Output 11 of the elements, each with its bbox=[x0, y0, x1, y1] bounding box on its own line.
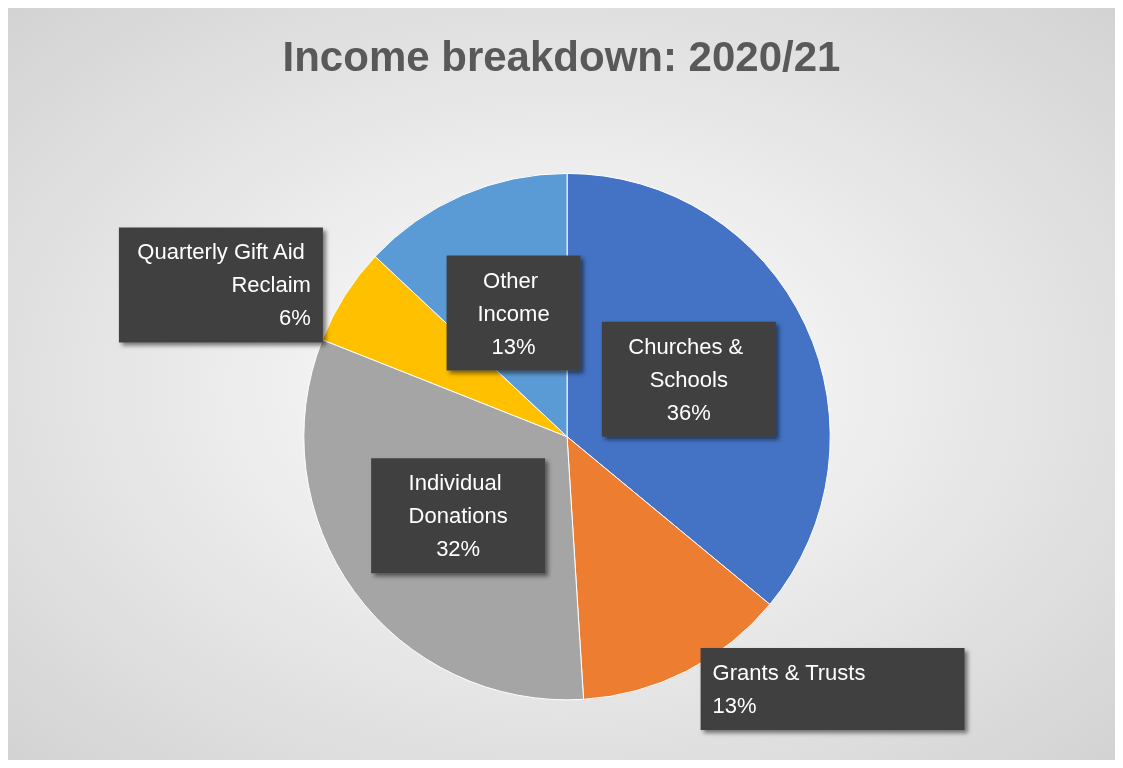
data-label: 32% bbox=[436, 536, 481, 562]
data-label: 36% bbox=[666, 399, 711, 425]
slice-label: Quarterly Gift Aid Reclaim bbox=[137, 239, 311, 298]
chart-title: Income breakdown: 2020/21 bbox=[282, 32, 841, 80]
data-label: 6% bbox=[279, 305, 311, 331]
slice-label: Other Income bbox=[477, 267, 550, 326]
slice-label: Churches & Schools bbox=[628, 333, 750, 392]
data-label: 13% bbox=[491, 333, 536, 359]
data-label: 13% bbox=[712, 692, 757, 718]
slice-label: Individual Donations bbox=[408, 470, 508, 529]
slice-label: Grants & Trusts bbox=[712, 659, 866, 685]
